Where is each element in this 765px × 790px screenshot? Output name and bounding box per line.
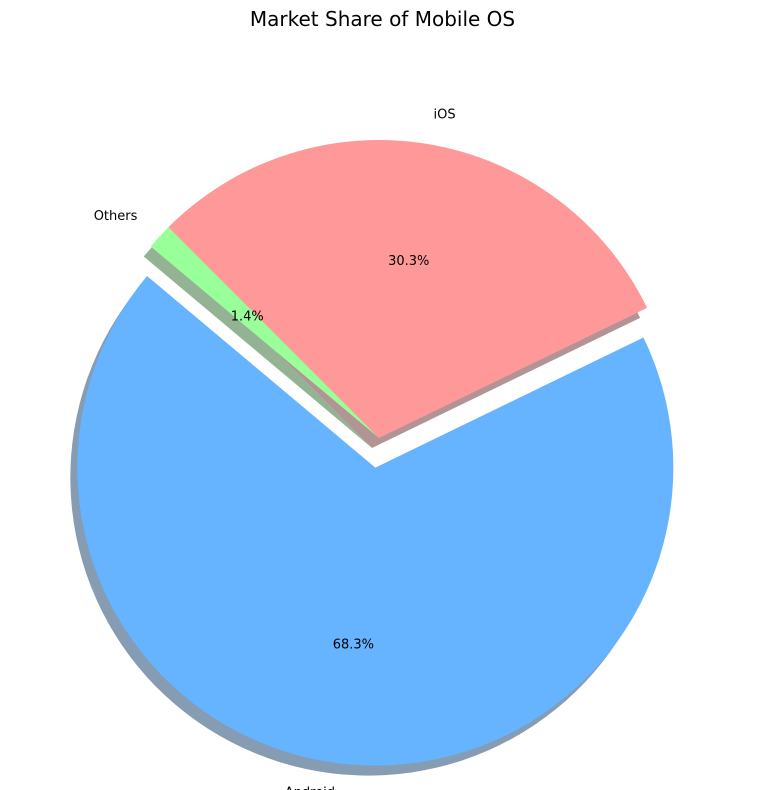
chart-title: Market Share of Mobile OS — [249, 7, 516, 31]
pie-slice-ios — [168, 139, 648, 438]
slice-label-others: Others — [94, 209, 138, 224]
slice-layer — [77, 139, 674, 766]
slice-percent-others: 1.4% — [231, 310, 264, 325]
slice-label-android: Android — [285, 785, 335, 790]
label-layer: Android 68.3% iOS 30.3% Others 1.4% — [94, 107, 456, 790]
slice-label-ios: iOS — [434, 107, 456, 122]
slice-percent-android: 68.3% — [333, 638, 374, 653]
slice-shadow-others — [143, 237, 372, 448]
pie-slice-others — [150, 227, 379, 438]
pie-slice-android — [77, 276, 674, 766]
slice-percent-ios: 30.3% — [388, 254, 429, 269]
